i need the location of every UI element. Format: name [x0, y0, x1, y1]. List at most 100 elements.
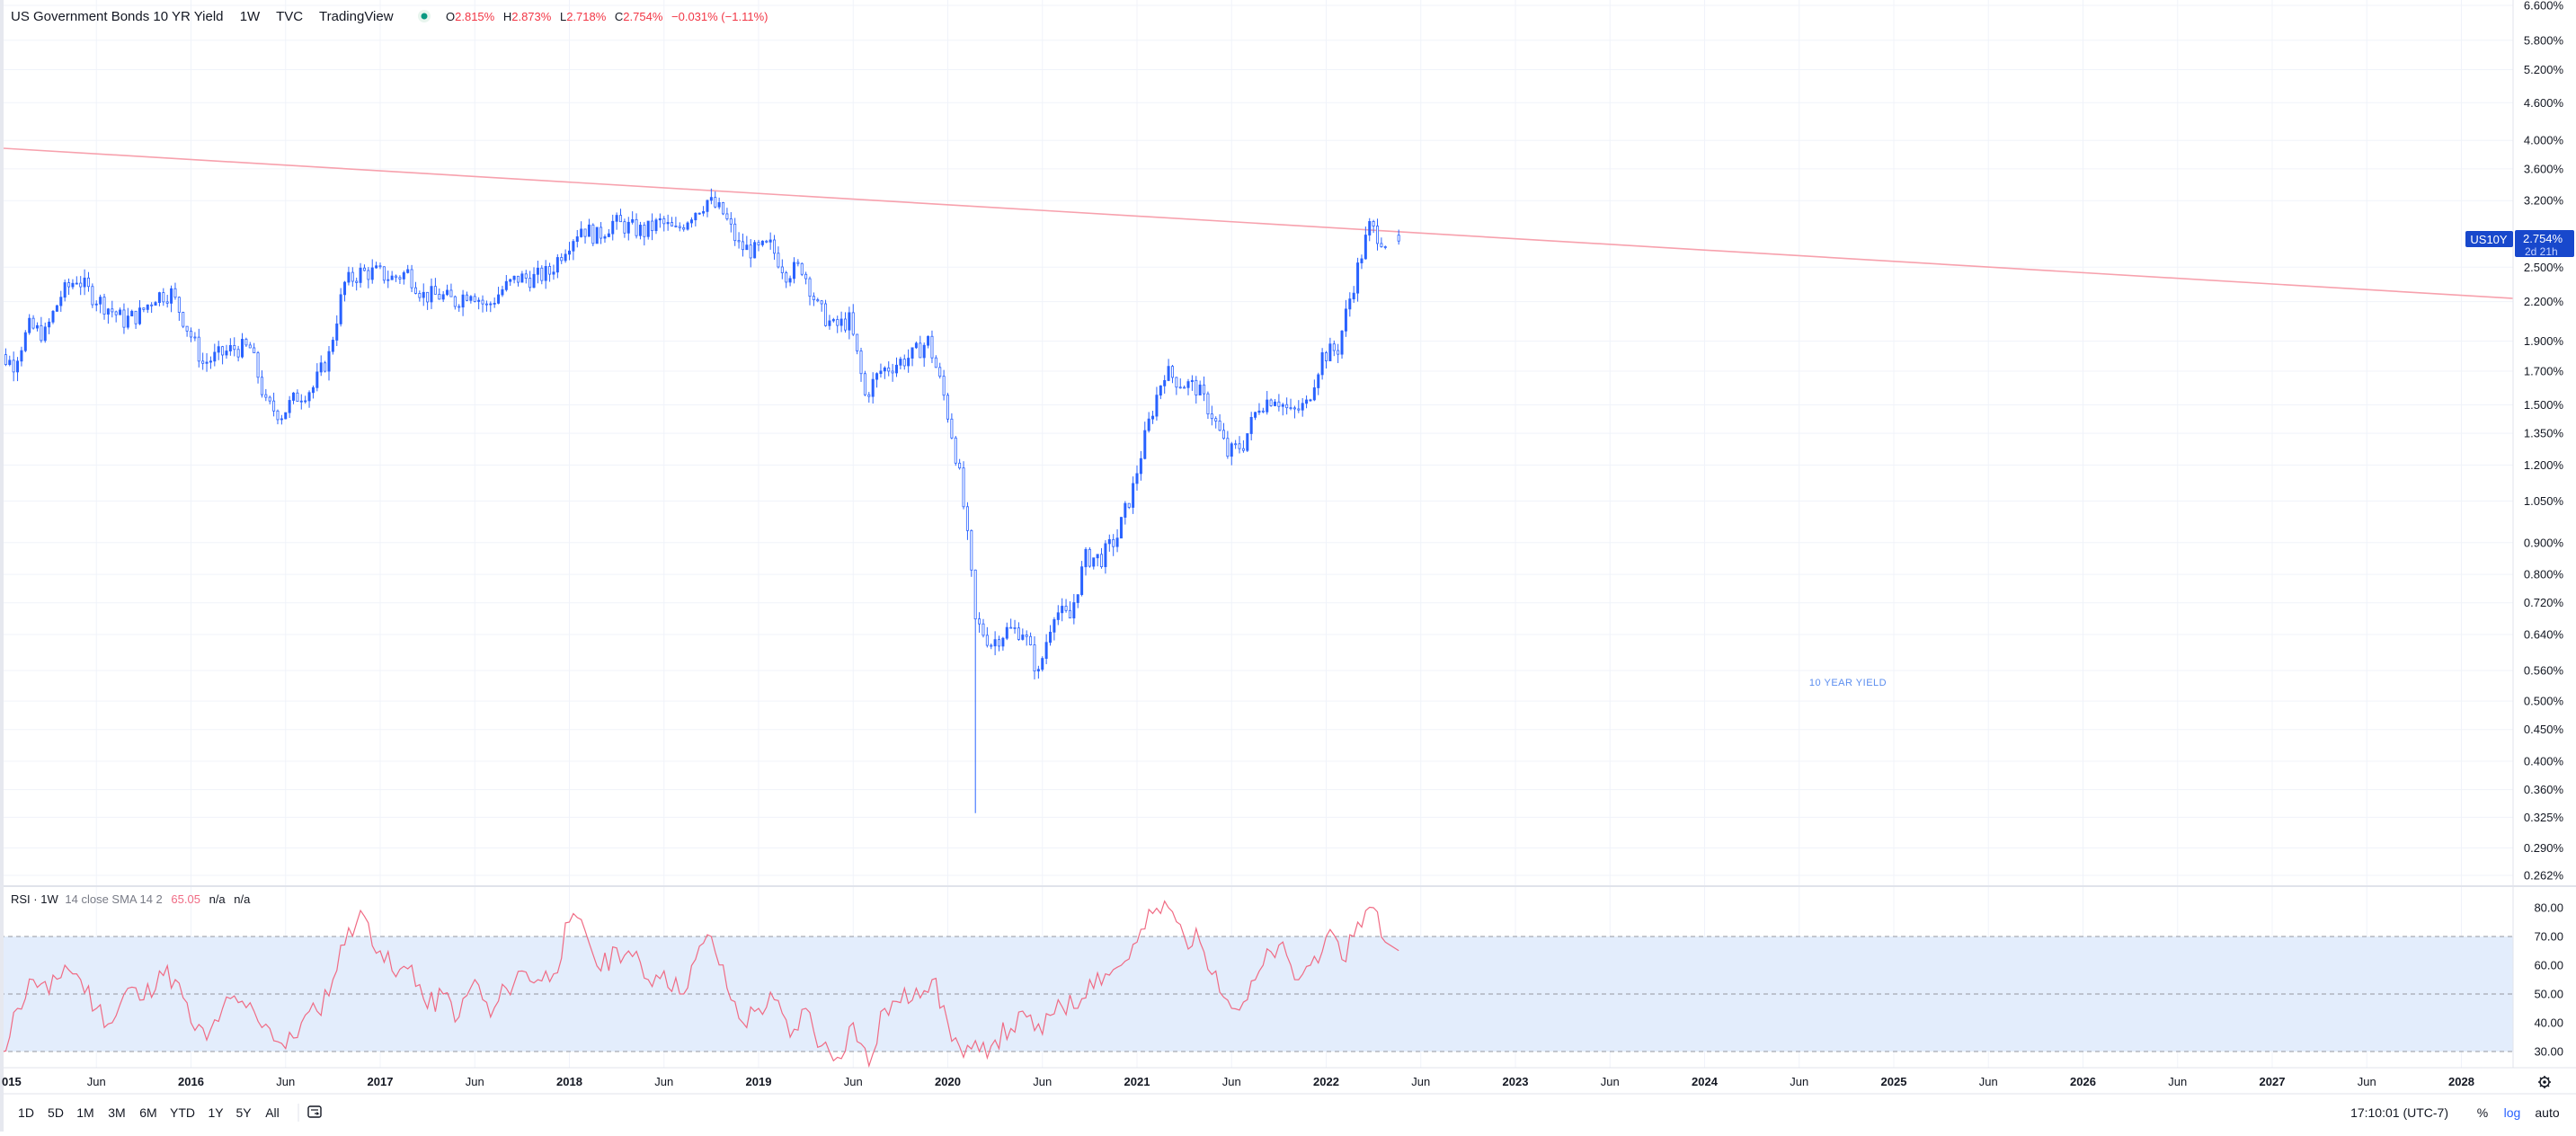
candle	[643, 222, 646, 246]
annotation-text[interactable]: 10 YEAR YIELD	[1809, 678, 1887, 688]
candle	[16, 357, 20, 382]
candle	[370, 259, 374, 284]
range-button-all[interactable]: All	[265, 1105, 280, 1120]
candle	[938, 362, 942, 379]
candle	[709, 188, 713, 205]
candle	[493, 297, 496, 308]
candle	[1068, 601, 1071, 619]
candle	[1005, 622, 1008, 641]
candle	[871, 372, 875, 404]
bar-countdown: 2d 21h	[2525, 245, 2558, 258]
candle	[268, 395, 271, 404]
candle	[973, 569, 977, 813]
time-axis-label: Jun	[466, 1075, 484, 1088]
settings-gear-icon[interactable]	[2538, 1076, 2551, 1088]
range-button-ytd[interactable]: YTD	[170, 1105, 195, 1120]
rsi-legend: RSI · 1W 14 close SMA 14 2 65.05 n/a n/a	[11, 892, 251, 906]
clock-text[interactable]: 17:10:01 (UTC-7)	[2350, 1105, 2448, 1120]
price-tick-label: 6.600%	[2524, 0, 2564, 13]
goto-date-button[interactable]	[307, 1105, 322, 1118]
candle	[413, 281, 417, 295]
price-tick-label: 3.200%	[2524, 194, 2564, 208]
candle	[1186, 378, 1190, 395]
candle	[43, 322, 47, 343]
rsi-title[interactable]: RSI	[11, 892, 31, 906]
range-button-5y[interactable]: 5Y	[235, 1105, 252, 1120]
trendline[interactable]	[3, 147, 2513, 299]
candle	[524, 270, 528, 284]
price-tick-label: 2.500%	[2524, 261, 2564, 274]
price-tick-label: 2.200%	[2524, 295, 2564, 308]
candle	[241, 333, 244, 359]
candle	[91, 283, 94, 308]
candle	[954, 436, 957, 466]
candle	[978, 612, 982, 633]
candle	[1104, 540, 1107, 574]
rsi-value: 65.05	[171, 892, 200, 906]
candle	[1254, 412, 1257, 421]
low-label: L	[560, 10, 566, 23]
candle	[1332, 340, 1336, 357]
candle	[501, 285, 504, 297]
candle	[678, 222, 681, 232]
resistance-trendline[interactable]	[3, 147, 2513, 299]
candle	[1257, 403, 1261, 415]
candle	[315, 363, 319, 392]
rsi-scale[interactable]: 80.00 70.00 60.00 50.00 40.00 30.00	[2534, 901, 2563, 1059]
candle	[410, 264, 413, 293]
svg-text:O2.815% H2.873%: O2.815% H2.873% L2.718% C2.754% −0.031% …	[446, 10, 768, 23]
time-axis-label: 2028	[2448, 1075, 2474, 1088]
time-axis-label: 2023	[1503, 1075, 1529, 1088]
range-button-1m[interactable]: 1M	[76, 1105, 93, 1120]
candle	[1221, 422, 1225, 440]
price-tick-label: 0.800%	[2524, 568, 2564, 581]
candle	[922, 342, 926, 368]
symbol-title[interactable]: US Government Bonds 10 YR Yield	[11, 9, 224, 24]
range-button-1y[interactable]: 1Y	[208, 1105, 224, 1120]
candle	[1325, 351, 1328, 368]
candle	[75, 276, 78, 285]
percent-toggle[interactable]: %	[2477, 1105, 2488, 1120]
candle	[859, 347, 863, 382]
market-status-icon[interactable]	[421, 13, 428, 20]
candle	[927, 335, 930, 349]
candle	[86, 271, 90, 292]
candle	[449, 283, 453, 297]
candle	[213, 343, 217, 367]
time-axis[interactable]: 015 Jun 2016 Jun 2017 Jun 2018 Jun 2019 Jun 2020 Ju…	[2, 1075, 2474, 1088]
candle	[324, 360, 327, 373]
interval[interactable]: 1W	[240, 9, 261, 24]
price-tick-label: 0.640%	[2524, 628, 2564, 642]
candle	[1214, 416, 1218, 429]
range-button-6m[interactable]: 6M	[139, 1105, 156, 1120]
candle	[1328, 337, 1332, 361]
candle	[568, 242, 572, 261]
candle	[1115, 528, 1119, 553]
candle	[717, 197, 721, 209]
candle	[8, 355, 12, 367]
candle	[138, 299, 141, 325]
candle	[529, 271, 532, 292]
candle	[28, 314, 31, 335]
log-toggle[interactable]: log	[2504, 1105, 2521, 1120]
range-button-1d[interactable]: 1D	[18, 1105, 34, 1120]
price-tick-label: 1.700%	[2524, 364, 2564, 377]
candle	[292, 392, 296, 404]
candle	[796, 259, 800, 267]
price-scale[interactable]: 6.600% 5.800% 5.200% 4.600% 4.000% 3.600% 3.20…	[2524, 0, 2564, 883]
rsi-tick-label: 40.00	[2534, 1016, 2563, 1030]
auto-toggle[interactable]: auto	[2535, 1105, 2559, 1120]
candle	[236, 345, 240, 362]
candle	[1337, 343, 1340, 364]
candle	[516, 275, 520, 287]
candle	[544, 260, 547, 289]
candle	[1013, 619, 1017, 635]
rsi-line-path	[0, 900, 1399, 1068]
candle	[768, 232, 772, 250]
range-button-3m[interactable]: 3M	[108, 1105, 125, 1120]
rsi-tick-label: 60.00	[2534, 959, 2563, 972]
open-label: O	[446, 10, 455, 23]
range-button-5d[interactable]: 5D	[48, 1105, 64, 1120]
candle	[1139, 450, 1142, 481]
